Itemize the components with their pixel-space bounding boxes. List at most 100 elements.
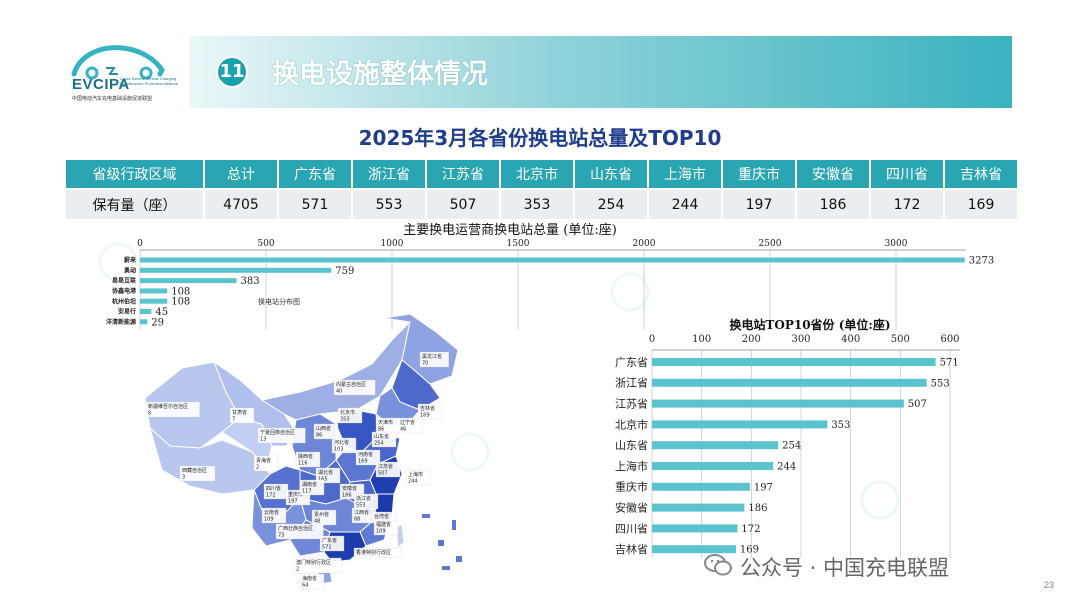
table-header-cell: 浙江省 [352, 160, 427, 189]
table-header-cell: 省级行政区域 [66, 160, 205, 189]
map-label-name: 西藏自治区 [182, 467, 207, 474]
chart-tick-label: 2000 [633, 239, 656, 249]
operator-bar-chart: 主要换电运营商换电站总量 (单位:座) 0 500 1000 1500 2000 2500… [106, 223, 994, 330]
watermark-icon [610, 272, 650, 312]
map-label-name: 海南省 [302, 575, 317, 582]
map-label-name: 云南省 [264, 509, 279, 516]
map-label-name: 广东省 [322, 537, 337, 544]
map-south-sea-islands [422, 514, 462, 570]
chart-tick-label: 400 [841, 334, 860, 345]
map-label-value: 48 [314, 519, 320, 525]
chart-category-label: 北京市 [615, 417, 648, 431]
chart-tick-label: 300 [791, 334, 810, 345]
chart-data-label: 383 [241, 276, 260, 287]
map-label-name: 河北省 [334, 439, 349, 446]
map-label-value: 571 [322, 545, 332, 551]
chart-tick-label: 1500 [507, 239, 530, 249]
map-label-name: 吉林省 [420, 405, 435, 412]
map-label-value: 86 [378, 427, 384, 433]
wechat-icon [704, 554, 732, 576]
table-header-cell: 吉林省 [944, 160, 1019, 189]
chart-category-label: 洋清新能源 [106, 318, 136, 326]
map-label-name: 安徽省 [342, 485, 357, 492]
map-label-box [293, 557, 342, 574]
map-label-name: 辽宁省 [400, 419, 415, 426]
map-label-box [419, 351, 449, 368]
map-label-value: 103 [334, 447, 344, 453]
watermark-group [98, 242, 900, 520]
chart-bar [652, 378, 927, 387]
table-cell: 4705 [204, 188, 279, 219]
table-cell: 571 [278, 188, 353, 219]
table-header-row: 省级行政区域 总计 广东省 浙江省 江苏省 北京市 山东省 上海市 重庆市 安徽… [66, 160, 1019, 189]
chart-category-label: 协鑫电港 [112, 287, 137, 295]
chart-data-label: 571 [940, 358, 959, 369]
map-label-value: 88 [354, 517, 360, 523]
map-label-box [295, 451, 321, 468]
chart-tick-label: 0 [649, 334, 655, 345]
map-caption: 换电站分布图 [258, 297, 300, 306]
logo-subtitle: China Electric Vehicle Charging Infrastr… [120, 76, 178, 86]
map-label-box [145, 401, 200, 418]
watermark-icon [98, 242, 138, 282]
map-label-box [405, 469, 431, 486]
map-label-box [333, 379, 376, 396]
chart-tick-label: 100 [692, 334, 711, 345]
chart-bar [652, 503, 745, 512]
map-label-value: 117 [302, 489, 312, 495]
chart-bar [652, 358, 936, 366]
map-label-value: 73 [278, 533, 284, 539]
chart-bar [140, 319, 148, 325]
map-label-value: 86 [316, 433, 322, 439]
chart-bar [140, 257, 965, 263]
table-cell: 254 [574, 188, 649, 219]
chart-bar [652, 545, 736, 554]
map-label-name: 台湾省 [374, 513, 389, 520]
chart-tick-label: 3000 [885, 239, 908, 249]
chart-title: 主要换电运营商换电站总量 (单位:座) [403, 223, 617, 238]
map-label-value: 2 [256, 465, 259, 471]
chart-category-label: 蔚来 [124, 256, 137, 264]
chart-bar [652, 441, 779, 450]
map-label-value: 353 [340, 417, 350, 423]
map-label-box [311, 509, 337, 526]
map-label-box [299, 479, 325, 496]
map-label-name: 山东省 [374, 433, 389, 440]
map-label-box [371, 431, 397, 448]
chart-data-label: 244 [777, 462, 796, 473]
china-map [144, 313, 462, 585]
map-label-name: 黑龙江省 [422, 353, 442, 360]
table-header-cell: 广东省 [278, 160, 353, 189]
chart-data-label: 254 [782, 441, 801, 452]
chart-category-label: 易易互联 [111, 277, 136, 285]
map-label-name: 浙江省 [356, 495, 371, 502]
map-label-value: 70 [422, 361, 428, 367]
chart-data-label: 169 [740, 545, 759, 556]
chart-axis: 0 100 200 300 400 500 600 [649, 334, 960, 558]
map-label-name: 广西壮族自治区 [278, 525, 313, 532]
map-label-box [313, 423, 339, 440]
map-label-value: 7 [232, 417, 235, 423]
map-label-name: 湖南省 [302, 481, 317, 488]
table-cell: 169 [944, 188, 1019, 219]
chart-bars: 广东省 571 浙江省 553 江苏省 507 北京市 353 山东省 254 上海市 244 重庆市 1… [615, 356, 959, 556]
table-cell: 553 [352, 188, 427, 219]
chart-bar [652, 399, 904, 408]
map-label-name: 新疆维吾尔自治区 [148, 403, 188, 410]
chart-category-label: 安易行 [118, 308, 136, 316]
chart-bar [140, 267, 332, 273]
map-label-value: 8 [148, 411, 151, 417]
table-cell: 507 [426, 188, 501, 219]
chart-title: 换电站TOP10省份 (单位:座) [729, 317, 890, 332]
table-row: 保有量（座） 4705 571 553 507 353 254 244 197 … [66, 188, 1019, 219]
table-header-cell: 四川省 [870, 160, 945, 189]
map-label-box [229, 407, 255, 424]
map-label-name: 甘肃省 [232, 409, 247, 416]
chart-category-label: 重庆市 [615, 480, 648, 494]
map-label-box [319, 535, 345, 552]
map-label-value: 109 [376, 529, 386, 535]
map-label-value: 169 [420, 413, 430, 419]
map-label-box [371, 511, 397, 522]
